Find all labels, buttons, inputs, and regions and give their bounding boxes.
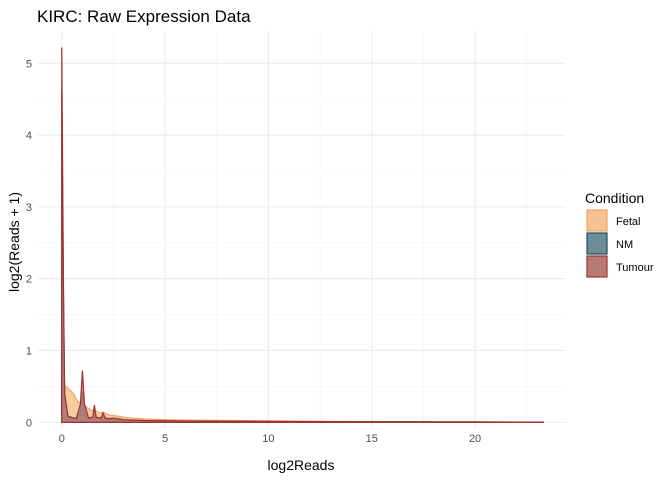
legend-title: Condition — [585, 190, 644, 206]
y-axis-title: log2(Reads + 1) — [6, 192, 22, 292]
x-tick-label: 5 — [162, 433, 168, 445]
y-tick-label: 1 — [26, 345, 32, 357]
plot-grid — [38, 31, 566, 428]
legend-key-fetal — [586, 209, 608, 232]
y-tick-label: 3 — [26, 202, 32, 214]
y-tick-label: 4 — [26, 130, 32, 142]
legend-label-tumour: Tumour — [616, 262, 654, 274]
x-tick-label: 0 — [59, 433, 65, 445]
legend-label-nm: NM — [616, 239, 633, 251]
legend-key-tumour — [586, 255, 608, 278]
density-area-nm — [61, 90, 544, 423]
x-tick-label: 15 — [366, 433, 378, 445]
x-tick-label: 20 — [469, 433, 481, 445]
x-tick-label: 10 — [262, 433, 274, 445]
density-areas — [61, 47, 544, 423]
density-area-tumour — [61, 47, 544, 423]
density-area-fetal — [61, 383, 544, 423]
legend: Condition Fetal NM Tumour — [585, 190, 654, 278]
x-axis-ticks: 0 5 10 15 20 — [59, 433, 481, 445]
y-tick-label: 2 — [26, 274, 32, 286]
y-axis-ticks: 0 1 2 3 4 5 — [26, 58, 32, 429]
y-tick-label: 5 — [26, 58, 32, 70]
x-axis-title: log2Reads — [268, 457, 335, 473]
legend-key-nm — [586, 232, 608, 255]
chart-title: KIRC: Raw Expression Data — [37, 7, 251, 26]
y-tick-label: 0 — [26, 417, 32, 429]
legend-label-fetal: Fetal — [616, 216, 640, 228]
